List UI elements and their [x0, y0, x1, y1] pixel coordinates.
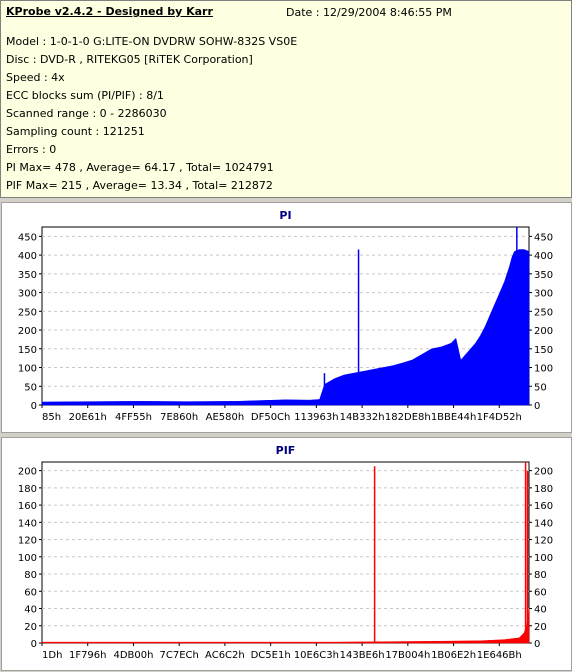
pi-xtick-label: 14B332h	[340, 412, 385, 423]
pi-ytick-label-left: 200	[18, 326, 37, 337]
pi-ytick-label-left: 100	[18, 364, 37, 375]
pif-ytick-label-right: 80	[534, 570, 547, 581]
pi-xtick-label: 7E860h	[160, 412, 198, 423]
pif-ytick-label-left: 60	[24, 587, 37, 598]
pif-xtick-label: 1F796h	[69, 650, 107, 661]
info-pif-stats: PIF Max= 215 , Average= 13.34 , Total= 2…	[6, 179, 273, 192]
info-model: Model : 1-0-1-0 G:LITE-ON DVDRW SOHW-832…	[6, 35, 298, 48]
pif-ytick-label-right: 60	[534, 587, 547, 598]
pi-ytick-label-left: 300	[18, 289, 37, 300]
pif-ytick-label-right: 180	[534, 484, 553, 495]
info-panel: KProbe v2.4.2 - Designed by Karr Date : …	[0, 0, 572, 198]
pi-ytick-label-right: 200	[534, 326, 553, 337]
pif-xtick-label: 17B004h	[385, 650, 430, 661]
pi-ytick-label-right: 400	[534, 251, 553, 262]
scan-date: Date : 12/29/2004 8:46:55 PM	[286, 6, 452, 19]
info-range: Scanned range : 0 - 2286030	[6, 107, 167, 120]
pi-ytick-label-left: 250	[18, 307, 37, 318]
info-disc: Disc : DVD-R , RITEKG05 [RiTEK Corporati…	[6, 53, 253, 66]
pi-ytick-label-right: 450	[534, 232, 553, 243]
pif-ytick-label-left: 100	[18, 553, 37, 564]
pif-xtick-label: AC6C2h	[205, 650, 245, 661]
pi-ytick-label-right: 300	[534, 289, 553, 300]
pi-ytick-label-right: 100	[534, 364, 553, 375]
pif-ytick-label-left: 160	[18, 501, 37, 512]
pi-ytick-label-right: 350	[534, 270, 553, 281]
pi-ytick-label-left: 450	[18, 232, 37, 243]
pi-xtick-label: 1BBE44h	[431, 412, 476, 423]
pif-plot-area	[41, 461, 530, 644]
pif-ytick-label-left: 80	[24, 570, 37, 581]
pi-chart-title: PI	[279, 209, 291, 222]
pif-ytick-label-right: 120	[534, 536, 553, 547]
pif-xtick-label: 1E646Bh	[477, 650, 522, 661]
pi-xtick-label: 1F4D52h	[477, 412, 522, 423]
info-sampling: Sampling count : 121251	[6, 125, 145, 138]
pi-ytick-label-right: 250	[534, 307, 553, 318]
pif-xtick-label: 1Dh	[42, 650, 62, 661]
pif-ytick-label-left: 20	[24, 622, 37, 633]
pif-xtick-label: 143BE6h	[340, 650, 385, 661]
pif-chart-panel: PIF 0 0 20 20 40 40 60 60 80 80 100 100 120 120 140 140 1…	[1, 437, 572, 671]
pif-xtick-label: 7C7ECh	[160, 650, 199, 661]
pi-ytick-label-left: 50	[24, 382, 37, 393]
pif-ytick-label-left: 180	[18, 484, 37, 495]
app-title: KProbe v2.4.2 - Designed by Karr	[6, 5, 213, 18]
pif-ytick-label-right: 0	[534, 639, 540, 650]
pif-ytick-label-left: 0	[31, 639, 37, 650]
pi-series-area	[41, 249, 530, 406]
pi-ytick-label-right: 150	[534, 345, 553, 356]
pif-ytick-label-right: 100	[534, 553, 553, 564]
pi-xtick-label: 85h	[42, 412, 61, 423]
pi-chart-panel: PI 0 0 50 50 100 100 150 150 200 200 250 250 300 300 35…	[1, 202, 572, 433]
pif-xtick-label: DC5E1h	[251, 650, 291, 661]
info-errors: Errors : 0	[6, 143, 57, 156]
pif-chart: PIF 0 0 20 20 40 40 60 60 80 80 100 100 120 120 140 140 1…	[18, 444, 553, 661]
pif-ytick-label-right: 200	[534, 467, 553, 478]
pif-xtick-label: 4DB00h	[113, 650, 153, 661]
pif-ytick-label-right: 40	[534, 605, 547, 616]
pi-xtick-label: 4FF55h	[115, 412, 152, 423]
pif-ytick-label-right: 160	[534, 501, 553, 512]
pi-xtick-label: 113963h	[294, 412, 339, 423]
pif-xtick-label: 10E6C3h	[294, 650, 339, 661]
pi-xtick-label: 182DE8h	[385, 412, 431, 423]
pi-ytick-label-right: 0	[534, 401, 540, 412]
pif-ytick-label-left: 140	[18, 518, 37, 529]
pif-ytick-label-left: 120	[18, 536, 37, 547]
pif-chart-title: PIF	[276, 444, 296, 457]
pi-ytick-label-left: 400	[18, 251, 37, 262]
pi-xtick-label: AE580h	[206, 412, 245, 423]
pi-ytick-label-left: 150	[18, 345, 37, 356]
pi-ytick-label-right: 50	[534, 382, 547, 393]
pif-ytick-label-right: 20	[534, 622, 547, 633]
pif-ytick-label-left: 40	[24, 605, 37, 616]
pif-xtick-label: 1B06E2h	[431, 650, 476, 661]
pif-ytick-label-right: 140	[534, 518, 553, 529]
pi-xtick-label: DF50Ch	[251, 412, 291, 423]
pi-xtick-label: 20E61h	[69, 412, 107, 423]
pi-chart: PI 0 0 50 50 100 100 150 150 200 200 250 250 300 300 35…	[18, 209, 553, 423]
info-ecc: ECC blocks sum (PI/PIF) : 8/1	[6, 89, 164, 102]
info-speed: Speed : 4x	[6, 71, 65, 84]
pi-ytick-label-left: 0	[31, 401, 37, 412]
pi-ytick-label-left: 350	[18, 270, 37, 281]
info-pi-stats: PI Max= 478 , Average= 64.17 , Total= 10…	[6, 161, 274, 174]
pif-ytick-label-left: 200	[18, 467, 37, 478]
